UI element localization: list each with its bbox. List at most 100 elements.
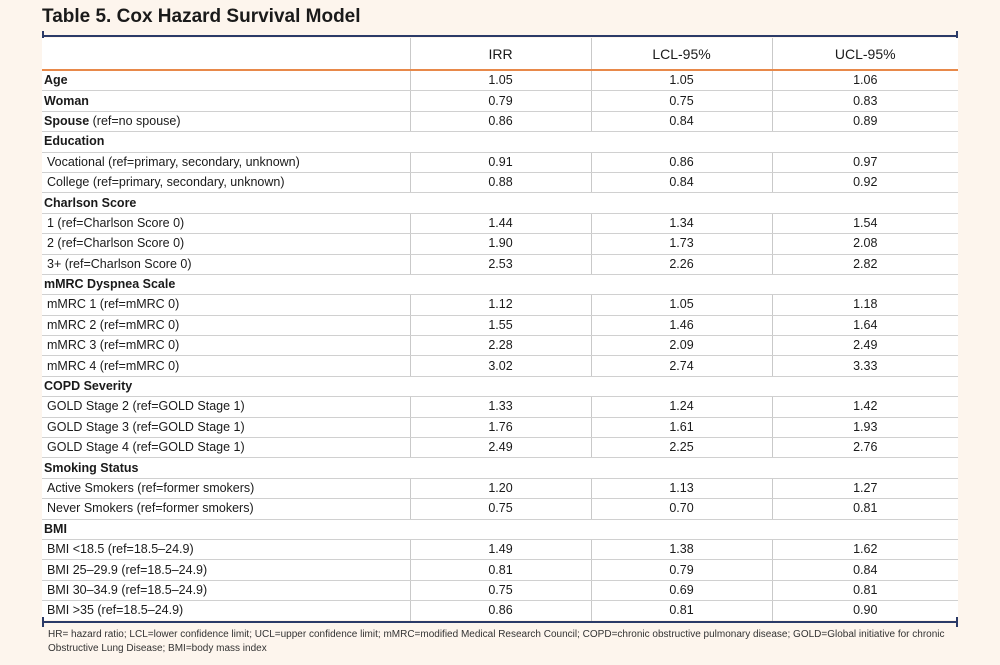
- cell-ucl: 1.06: [771, 70, 958, 92]
- header-row: IRR LCL-95% UCL-95%: [42, 38, 958, 71]
- cell-ucl: 2.76: [771, 437, 958, 459]
- row-label: 1 (ref=Charlson Score 0): [42, 213, 410, 235]
- cell-ucl: 0.81: [771, 498, 958, 520]
- row-label: BMI: [42, 519, 410, 540]
- table-row: mMRC 1 (ref=mMRC 0) 1.12 1.05 1.18: [42, 294, 958, 316]
- cell-ucl: 1.27: [771, 478, 958, 500]
- cell-lcl: [591, 519, 772, 540]
- cell-ucl: 0.97: [771, 152, 958, 173]
- group-header-row: mMRC Dyspnea Scale: [42, 274, 958, 296]
- row-label-bold: Smoking Status: [44, 460, 139, 475]
- cell-irr: 2.49: [409, 437, 591, 459]
- top-rule: [42, 31, 958, 41]
- cell-lcl: 1.38: [590, 539, 772, 561]
- table-row: mMRC 3 (ref=mMRC 0) 2.28 2.09 2.49: [42, 335, 958, 357]
- cell-lcl: 1.05: [590, 70, 772, 92]
- cell-irr: 1.20: [409, 478, 591, 500]
- table-row: mMRC 4 (ref=mMRC 0) 3.02 2.74 3.33: [42, 355, 958, 377]
- cell-ucl: 0.89: [771, 111, 958, 133]
- cell-irr: 2.28: [409, 335, 591, 357]
- cell-irr: [410, 192, 591, 214]
- row-label-bold: Charlson Score: [44, 195, 137, 210]
- cell-lcl: [591, 131, 772, 153]
- cell-ucl: [772, 274, 958, 296]
- cell-ucl: 1.18: [771, 294, 958, 316]
- row-label: Woman: [42, 90, 410, 112]
- cell-lcl: 0.70: [590, 498, 772, 520]
- cell-irr: 1.76: [409, 417, 591, 439]
- cell-ucl: 1.62: [771, 539, 958, 561]
- cell-irr: [410, 274, 591, 296]
- cell-ucl: 2.82: [771, 254, 958, 275]
- row-label-bold: Spouse: [44, 113, 90, 128]
- row-label: Never Smokers (ref=former smokers): [42, 498, 410, 520]
- row-label: BMI 30–34.9 (ref=18.5–24.9): [42, 580, 410, 602]
- table-row: College (ref=primary, secondary, unknown…: [42, 172, 958, 194]
- column-header-label: [42, 38, 410, 71]
- row-label: BMI 25–29.9 (ref=18.5–24.9): [42, 559, 410, 581]
- cell-irr: [410, 519, 591, 540]
- cell-lcl: 0.69: [590, 580, 772, 602]
- group-header-row: COPD Severity: [42, 376, 958, 398]
- table-row: 3+ (ref=Charlson Score 0) 2.53 2.26 2.82: [42, 254, 958, 275]
- cell-irr: 1.12: [409, 294, 591, 316]
- table-row: Spouse (ref=no spouse) 0.86 0.84 0.89: [42, 111, 958, 133]
- table-row: BMI 25–29.9 (ref=18.5–24.9) 0.81 0.79 0.84: [42, 559, 958, 581]
- cell-irr: 1.55: [409, 315, 591, 337]
- row-label: mMRC 2 (ref=mMRC 0): [42, 315, 410, 337]
- cell-lcl: 1.73: [590, 233, 772, 255]
- cell-ucl: 1.64: [771, 315, 958, 337]
- table-row: Active Smokers (ref=former smokers) 1.20 1…: [42, 478, 958, 500]
- cell-lcl: 0.84: [590, 172, 772, 194]
- results-table-container: IRR LCL-95% UCL-95% Age 1.05 1.05 1.06 Woman…: [42, 38, 958, 622]
- row-label: College (ref=primary, secondary, unknown…: [42, 172, 410, 194]
- cell-irr: 0.86: [409, 600, 591, 622]
- row-label: BMI >35 (ref=18.5–24.9): [42, 600, 410, 622]
- row-label: GOLD Stage 2 (ref=GOLD Stage 1): [42, 396, 410, 418]
- row-label: mMRC 3 (ref=mMRC 0): [42, 335, 410, 357]
- cell-lcl: 0.84: [590, 111, 772, 133]
- cell-irr: 0.75: [409, 580, 591, 602]
- cell-ucl: [772, 457, 958, 479]
- row-label: mMRC 1 (ref=mMRC 0): [42, 294, 410, 316]
- row-label: COPD Severity: [42, 376, 410, 398]
- cell-ucl: 2.49: [771, 335, 958, 357]
- row-label-bold: Education: [44, 134, 105, 149]
- cell-ucl: 0.81: [771, 580, 958, 602]
- row-label: Age: [42, 70, 410, 92]
- table-row: 2 (ref=Charlson Score 0) 1.90 1.73 2.08: [42, 233, 958, 255]
- cell-ucl: 1.93: [771, 417, 958, 439]
- cell-ucl: 1.42: [771, 396, 958, 418]
- cell-ucl: [772, 192, 958, 214]
- table-row: GOLD Stage 4 (ref=GOLD Stage 1) 2.49 2.25 2…: [42, 437, 958, 459]
- footnote: HR= hazard ratio; LCL=lower confidence l…: [48, 629, 945, 654]
- row-label: Spouse (ref=no spouse): [42, 111, 410, 133]
- cell-irr: 2.53: [409, 254, 591, 275]
- row-label: BMI <18.5 (ref=18.5–24.9): [42, 539, 410, 561]
- row-label: mMRC 4 (ref=mMRC 0): [42, 355, 410, 377]
- cell-lcl: 1.24: [590, 396, 772, 418]
- cell-lcl: 1.46: [590, 315, 772, 337]
- row-label-bold: Age: [44, 73, 68, 88]
- cell-irr: 1.44: [409, 213, 591, 235]
- cell-lcl: 2.26: [590, 254, 772, 275]
- row-label-bold: COPD Severity: [44, 379, 133, 394]
- cell-ucl: 0.90: [771, 600, 958, 622]
- table-title: Table 5. Cox Hazard Survival Model: [42, 6, 361, 27]
- row-label: 3+ (ref=Charlson Score 0): [42, 254, 410, 275]
- row-label-bold: mMRC Dyspnea Scale: [44, 277, 176, 292]
- row-label-ref: (ref=no spouse): [89, 113, 181, 128]
- table-row: Never Smokers (ref=former smokers) 0.75 0.…: [42, 498, 958, 520]
- column-header-lcl: LCL-95%: [590, 38, 772, 71]
- table-row: GOLD Stage 3 (ref=GOLD Stage 1) 1.76 1.61 1…: [42, 417, 958, 439]
- column-header-ucl: UCL-95%: [771, 38, 958, 71]
- cell-irr: 1.90: [409, 233, 591, 255]
- cell-irr: 3.02: [409, 355, 591, 377]
- table-row: Age 1.05 1.05 1.06: [42, 70, 958, 92]
- row-label: GOLD Stage 3 (ref=GOLD Stage 1): [42, 417, 410, 439]
- results-table: IRR LCL-95% UCL-95% Age 1.05 1.05 1.06 Woman…: [42, 38, 958, 622]
- cell-lcl: 1.61: [590, 417, 772, 439]
- cell-ucl: [772, 131, 958, 153]
- cell-irr: 0.75: [409, 498, 591, 520]
- cell-lcl: [591, 457, 772, 479]
